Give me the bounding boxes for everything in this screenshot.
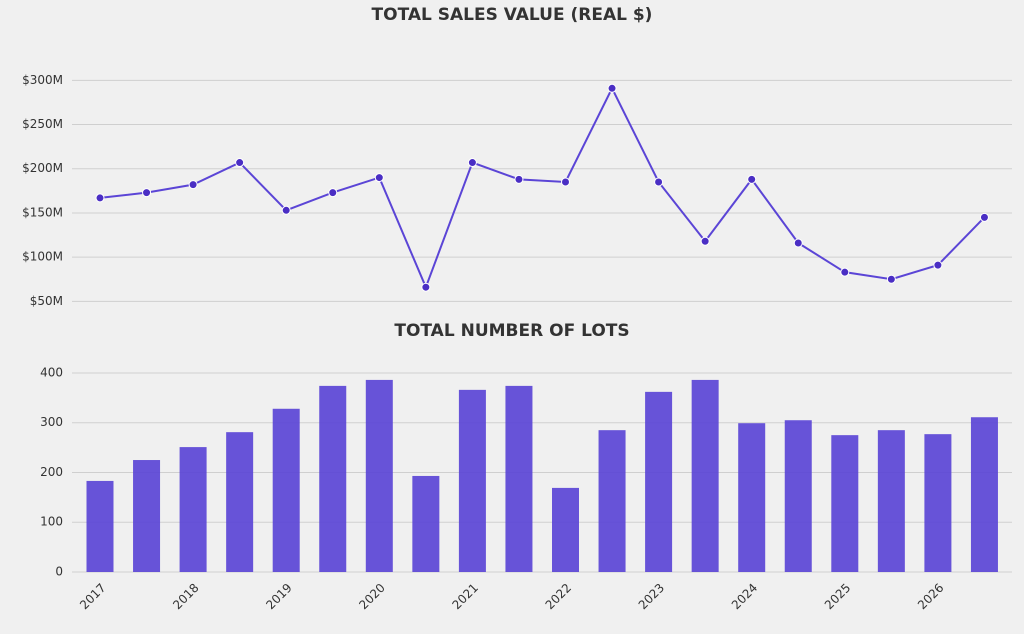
- bar: [86, 480, 114, 572]
- y-tick-label: 200: [40, 465, 63, 479]
- marker: [700, 236, 710, 246]
- bar: [272, 408, 300, 572]
- line: [99, 86, 986, 290]
- marker: [654, 177, 664, 187]
- bar: [552, 487, 579, 572]
- marker: [840, 267, 850, 277]
- y-tick-label: 400: [40, 365, 63, 379]
- bar: [365, 379, 393, 572]
- marker: [467, 158, 477, 168]
- chart-title: TOTAL SALES VALUE (REAL $): [372, 5, 653, 25]
- bar: [319, 385, 347, 572]
- marker: [188, 180, 198, 190]
- marker: [933, 260, 943, 270]
- bar: [924, 434, 952, 572]
- marker: [607, 83, 617, 93]
- y-tick-label: $100M: [22, 250, 63, 264]
- bar: [691, 379, 719, 572]
- marker: [281, 205, 291, 215]
- bar: [645, 391, 673, 572]
- bar: [133, 460, 161, 572]
- y-tick-label: $250M: [22, 117, 63, 131]
- marker: [561, 177, 570, 187]
- marker: [95, 193, 105, 203]
- bar: [738, 423, 766, 572]
- marker: [374, 173, 384, 183]
- y-tick-label: 300: [40, 415, 63, 429]
- marker: [235, 158, 245, 168]
- y-tick-label: $200M: [22, 161, 63, 175]
- y-tick-label: 100: [40, 515, 63, 529]
- bar: [179, 447, 207, 572]
- marker: [421, 282, 431, 292]
- y-tick-label: 0: [55, 565, 63, 579]
- bar: [831, 435, 859, 572]
- marker: [514, 174, 524, 184]
- bar: [970, 417, 998, 572]
- bar: [784, 420, 812, 572]
- bar: [505, 385, 533, 572]
- marker: [142, 188, 152, 198]
- bar: [412, 475, 440, 572]
- marker: [747, 174, 757, 184]
- y-tick-label: $150M: [22, 205, 63, 219]
- bar: [598, 430, 626, 572]
- marker: [979, 212, 989, 222]
- bar: [226, 432, 254, 572]
- bar: [458, 389, 486, 572]
- y-tick-label: $300M: [22, 73, 63, 87]
- marker: [328, 188, 338, 198]
- chart-title: TOTAL NUMBER OF LOTS: [394, 321, 629, 341]
- marker: [793, 238, 803, 248]
- y-tick-label: $50M: [30, 294, 63, 308]
- marker: [886, 274, 896, 284]
- bar: [877, 430, 905, 572]
